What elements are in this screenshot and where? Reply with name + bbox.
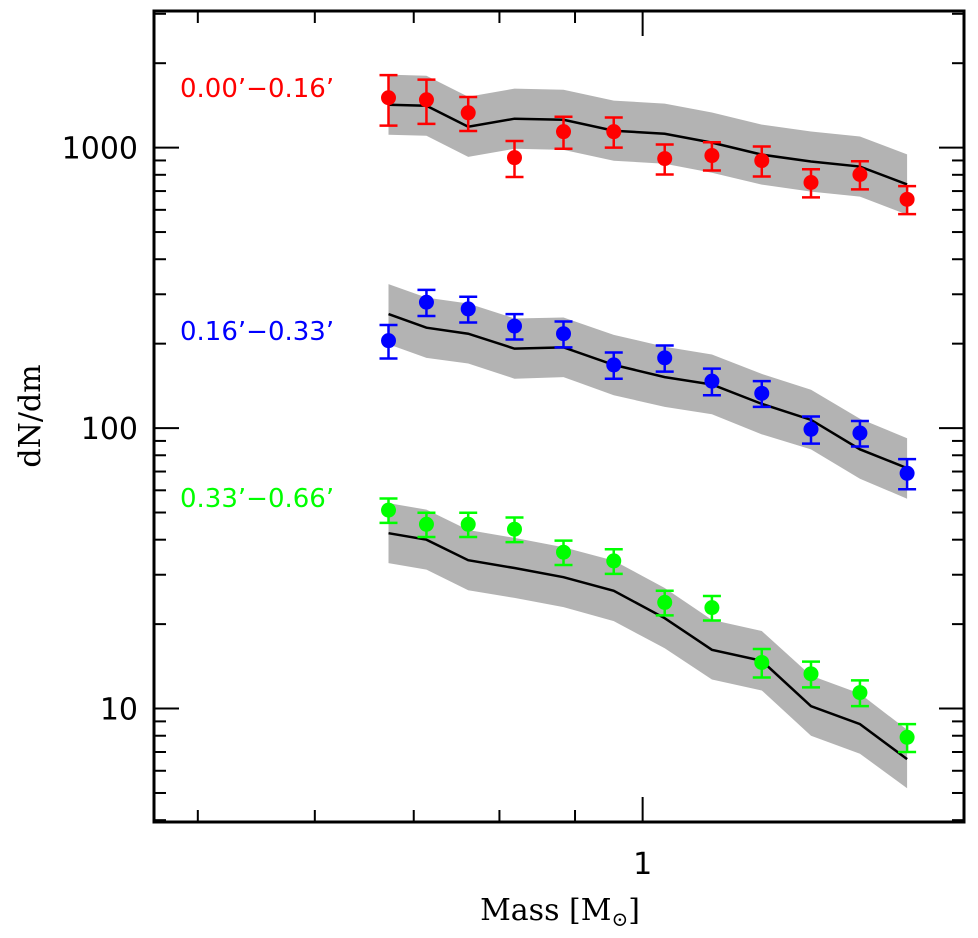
data-point [754,153,770,169]
series-label: 0.16’−0.33’ [180,317,334,347]
data-point [556,124,572,140]
data-point [852,685,868,701]
model-band [388,284,908,499]
data-point [381,90,397,106]
data-point [381,333,397,349]
data-point [754,385,770,401]
model-bands [388,74,908,789]
data-point [704,373,720,389]
data-point [704,148,720,164]
y-tick-label: 10 [100,693,138,728]
data-point [803,175,819,191]
data-point [460,105,476,121]
model-band [388,503,908,789]
series-label: 0.33’−0.66’ [180,484,334,514]
axes: 1 10 100 1000 [62,9,966,882]
data-point [460,516,476,532]
data-point [506,521,522,537]
data-point [899,729,915,745]
data-points [379,73,917,754]
data-point [657,594,673,610]
model-band [388,74,908,215]
data-point [852,167,868,183]
data-point [606,357,622,373]
data-point [606,124,622,140]
data-point [556,544,572,560]
data-point [418,92,434,108]
series-label: 0.00’−0.16’ [180,74,334,104]
data-point [606,553,622,569]
data-point [803,421,819,437]
data-point [506,318,522,334]
data-point [704,600,720,616]
data-point [418,294,434,310]
y-tick-label: 1000 [62,132,138,167]
model-line [388,312,908,470]
data-point [381,502,397,518]
data-point [657,151,673,167]
y-tick-label: 100 [81,412,138,447]
data-point [852,425,868,441]
model-line [388,103,908,186]
x-tick-label: 1 [633,847,652,882]
data-point [754,654,770,670]
model-lines [388,103,908,761]
plot-frame [152,9,966,824]
data-point [418,516,434,532]
data-point [460,301,476,317]
data-point [803,666,819,682]
data-point [556,326,572,342]
series-labels: 0.00’−0.16’ 0.16’−0.33’ 0.33’−0.66’ [180,74,334,514]
data-point [899,465,915,481]
model-line [388,531,908,761]
x-axis-label: Mass [M⊙] [480,893,640,931]
data-point [657,350,673,366]
data-point [506,150,522,166]
data-point [899,191,915,207]
y-axis-label: dN/dm [13,364,48,467]
